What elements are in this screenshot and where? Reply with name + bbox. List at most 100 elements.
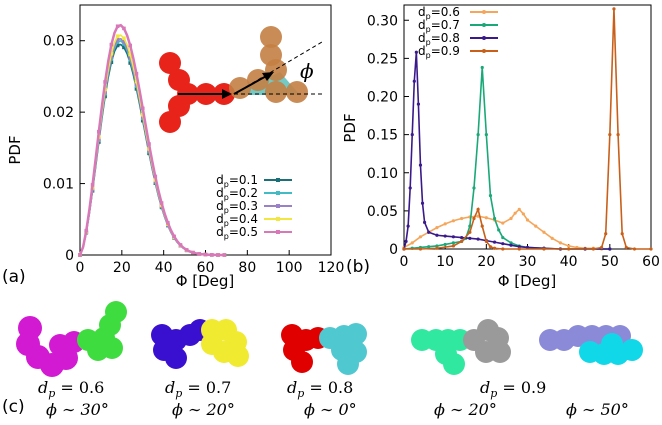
b-series-point-3-21: [616, 133, 620, 137]
a-series-point-4-16: [128, 43, 132, 48]
b-series-point-2-2: [406, 224, 410, 228]
a-series-point-1-14: [122, 42, 126, 46]
b-legend-label-0: dp=0.6: [418, 5, 460, 21]
gallery-text-0-9: dp = 0.9 ϕ ∼ 20° ϕ ∼ 50°: [434, 378, 629, 419]
b-series-point-3-24: [632, 247, 637, 251]
gallery-text-0-6: dp = 0.6 ϕ ∼ 30°: [38, 378, 109, 419]
b-series-point-2-10: [422, 220, 427, 224]
b-series-point-0-22: [567, 244, 571, 248]
b-series-point-2-12: [435, 233, 439, 237]
a-series-point-4-28: [166, 221, 170, 225]
b-series-point-0-14: [513, 211, 517, 215]
b-xtick-label-1: 10: [436, 254, 454, 270]
a-series-point-4-30: [172, 234, 176, 239]
b-series-line-3: [404, 8, 651, 250]
a-xtick-label-3: 60: [197, 260, 215, 276]
a-series-point-0-16: [128, 61, 132, 65]
panel-label-c: (c): [2, 397, 25, 417]
b-series-point-3-5: [468, 230, 472, 234]
svg-text:dp = 0.9: dp = 0.9: [480, 378, 546, 400]
a-legend-marker-2: [276, 204, 280, 208]
b-series-point-3-8: [480, 224, 484, 228]
b-series-point-0-15: [517, 207, 521, 211]
b-series-point-2-19: [492, 240, 497, 244]
a-series-point-4-6: [97, 129, 101, 134]
molecule-dp-0-9-b: [539, 325, 643, 365]
gallery-text-0-7: dp = 0.7 ϕ ∼ 20°: [165, 378, 235, 419]
b-ytick-label-2: 0.10: [367, 166, 398, 182]
a-legend-marker-3: [276, 217, 280, 221]
b-xtick-label-2: 20: [477, 254, 495, 270]
b-series-point-0-4: [435, 226, 439, 230]
a-series-point-4-38: [197, 252, 202, 256]
a-xtick-label-4: 80: [238, 260, 256, 276]
panel-label-a: (a): [2, 267, 26, 287]
a-ytick-label-2: 0.02: [43, 105, 74, 121]
panel-a-ylabel: PDF: [6, 135, 24, 164]
b-series-point-3-18: [604, 232, 608, 236]
panel-b: 0 10 20 30 40 50 60 0 0.05 0.10 0.15 0.20 0.25 0.30 P…: [341, 4, 660, 290]
a-series-point-3-12: [115, 34, 120, 39]
panel-a-legend: dp=0.1dp=0.2dp=0.3dp=0.4dp=0.5: [216, 173, 292, 241]
b-series-point-0-18: [534, 224, 538, 228]
a-legend-label-3: dp=0.4: [216, 212, 258, 228]
a-legend-marker-4: [276, 230, 280, 234]
b-series-point-1-14: [488, 194, 493, 198]
b-series-point-0-13: [509, 216, 513, 221]
b-ytick-label-3: 0.15: [367, 128, 398, 144]
b-series-point-1-6: [451, 241, 455, 245]
b-series-point-0-12: [501, 221, 505, 225]
a-series-point-4-32: [178, 243, 183, 247]
panel-b-ticks: 0 10 20 30 40 50 60 0 0.05 0.10 0.15 0.20 0.25 0.30: [367, 13, 660, 270]
b-series-point-3-20: [612, 7, 616, 11]
b-xtick-label-4: 40: [560, 254, 578, 270]
a-legend-label-0: dp=0.1: [216, 173, 258, 189]
b-xtick-label-3: 30: [519, 254, 537, 270]
panel-label-b: (b): [346, 257, 370, 277]
a-series-point-4-4: [90, 183, 95, 187]
a-series-point-4-10: [109, 42, 114, 47]
inset-molecule: ϕ: [159, 26, 323, 133]
b-series-line-1: [403, 67, 610, 250]
panel-b-xlabel: Φ [Deg]: [498, 272, 557, 290]
a-series-line-1: [79, 40, 225, 256]
b-series-point-0-1: [410, 241, 414, 245]
panel-a-ticks: 0 20 40 60 80 100 120 0 0.01 0.02 0.03: [43, 34, 345, 276]
a-series-point-4-12: [115, 24, 120, 29]
b-series-point-3-7: [476, 207, 480, 211]
a-series-point-4-42: [209, 253, 214, 257]
b-ytick-label-1: 0.05: [367, 204, 398, 220]
b-series-point-0-5: [443, 222, 447, 226]
inset-arrow-red-head: [222, 89, 232, 99]
b-series-point-1-10: [472, 186, 476, 190]
a-series-point-4-18: [134, 71, 139, 76]
svg-text:ϕ ∼ 50°: ϕ ∼ 50°: [566, 400, 629, 419]
b-series-point-0-16: [521, 212, 525, 216]
inset-brown-beads: [229, 26, 308, 103]
a-series-line-3: [79, 34, 225, 256]
b-series-point-2-21: [509, 243, 513, 247]
b-series-point-3-13: [517, 247, 521, 251]
b-series-point-3-2: [435, 246, 439, 250]
b-legend-label-3: dp=0.9: [418, 44, 460, 60]
a-series-point-4-34: [184, 248, 189, 252]
b-series-point-3-15: [567, 247, 571, 251]
panel-c: (c) dp = 0.6 ϕ ∼ 30°: [2, 301, 643, 419]
b-series-point-1-11: [476, 133, 480, 137]
inset-arrow-brown: [233, 73, 271, 95]
b-ytick-label-4: 0.20: [367, 90, 398, 106]
inset-phi-label: ϕ: [300, 59, 314, 83]
inset-dashed-line-1: [233, 41, 323, 95]
b-legend-marker-0: [482, 10, 486, 14]
b-xtick-label-6: 60: [642, 254, 660, 270]
a-xtick-label-5: 100: [276, 260, 303, 276]
b-series-point-2-5: [412, 79, 416, 83]
b-series-point-2-15: [460, 235, 464, 240]
svg-text:ϕ ∼ 20°: ϕ ∼ 20°: [172, 400, 235, 419]
a-xtick-label-2: 40: [155, 260, 173, 276]
b-ytick-label-5: 0.25: [367, 51, 398, 67]
b-series-point-2-22: [517, 245, 521, 249]
b-series-point-3-23: [624, 245, 628, 250]
a-xtick-label-1: 20: [113, 260, 131, 276]
